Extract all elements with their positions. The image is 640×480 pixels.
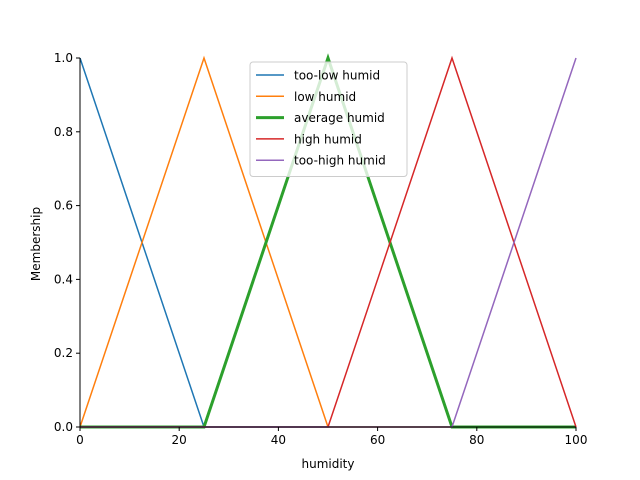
x-tick-label: 0	[76, 433, 84, 447]
x-tick-label: 20	[172, 433, 187, 447]
y-tick-label: 0.4	[54, 272, 73, 286]
x-tick-label: 80	[469, 433, 484, 447]
y-axis-label: Membership	[29, 207, 43, 281]
x-tick-label: 100	[565, 433, 588, 447]
y-tick-label: 0.0	[54, 420, 73, 434]
legend-label-too-low-humid: too-low humid	[294, 69, 380, 83]
x-tick-label: 60	[370, 433, 385, 447]
legend-box	[249, 61, 408, 177]
legend-label-high-humid: high humid	[294, 132, 362, 146]
legend-label-low-humid: low humid	[294, 90, 356, 104]
legend-label-average-humid: average humid	[294, 111, 385, 125]
y-tick-label: 0.6	[54, 199, 73, 213]
y-tick-label: 0.8	[54, 125, 73, 139]
ticks: 0 20 40 60 80 100 0.0 0.2 0.4 0.6 0.8 1.0	[54, 51, 588, 447]
axes	[79, 58, 576, 428]
y-tick-label: 1.0	[54, 51, 73, 65]
x-axis-label: humidity	[302, 457, 355, 471]
legend: too-low humid low humid average humid high …	[249, 61, 408, 177]
legend-label-too-high-humid: too-high humid	[294, 154, 386, 168]
x-tick-label: 40	[271, 433, 286, 447]
y-tick-label: 0.2	[54, 346, 73, 360]
